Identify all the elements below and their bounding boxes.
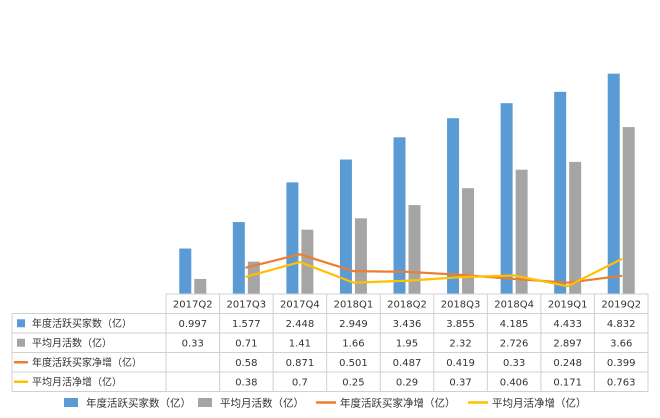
legend-label: 平均月活数（亿） xyxy=(220,397,304,410)
lines-layer xyxy=(245,253,623,288)
bar-2-2017Q2 xyxy=(194,278,207,294)
series-row-label: 平均月活净增（亿） xyxy=(32,375,122,388)
bar-2-2019Q2 xyxy=(622,127,635,294)
table-legend-key xyxy=(17,338,25,347)
line-series-1 xyxy=(245,253,623,284)
category-label: 2018Q4 xyxy=(494,299,534,310)
data-value: 0.501 xyxy=(339,358,368,369)
legend-label: 年度活跃买家净增（亿） xyxy=(340,397,456,410)
bar-2-2019Q1 xyxy=(569,161,582,294)
category-label: 2019Q1 xyxy=(548,299,588,310)
data-value: 3.436 xyxy=(393,319,422,330)
data-value: 2.726 xyxy=(500,338,529,349)
data-value: 0.33 xyxy=(503,358,525,369)
data-value: 0.71 xyxy=(235,338,257,349)
data-value: 1.577 xyxy=(232,319,261,330)
legend-label: 平均月活净增（亿） xyxy=(492,397,587,410)
bar-1-2017Q4 xyxy=(286,182,299,294)
data-value: 0.58 xyxy=(235,358,257,369)
data-value: 0.997 xyxy=(178,319,207,330)
bar-1-2017Q2 xyxy=(179,248,192,294)
data-value: 0.38 xyxy=(235,377,257,388)
data-value: 2.949 xyxy=(339,319,368,330)
data-value: 0.25 xyxy=(342,377,364,388)
legend-key xyxy=(198,398,212,407)
data-value: 0.37 xyxy=(449,377,471,388)
category-label: 2018Q1 xyxy=(334,299,374,310)
legend-key xyxy=(64,398,78,407)
data-value: 0.487 xyxy=(393,358,422,369)
data-value: 2.897 xyxy=(553,338,582,349)
series-row-label: 平均月活数（亿） xyxy=(32,336,112,349)
data-value: 3.855 xyxy=(446,319,475,330)
data-value: 1.66 xyxy=(342,338,364,349)
bar-2-2018Q3 xyxy=(462,188,475,294)
bars-layer xyxy=(179,73,635,295)
data-value: 4.433 xyxy=(553,319,582,330)
data-value: 0.33 xyxy=(182,338,204,349)
data-value: 3.66 xyxy=(610,338,632,349)
bar-2-2017Q3 xyxy=(247,261,260,294)
data-value: 2.32 xyxy=(449,338,471,349)
category-label: 2017Q3 xyxy=(226,299,266,310)
bar-1-2018Q1 xyxy=(339,159,352,294)
data-value: 0.7 xyxy=(292,377,308,388)
data-value: 0.419 xyxy=(446,358,475,369)
legend-label: 年度活跃买家数（亿） xyxy=(86,397,191,410)
bar-1-2018Q3 xyxy=(447,118,460,294)
data-table: 2017Q2 2017Q3 2017Q4 2018Q1 2018Q2 2018Q3 2018… xyxy=(11,293,649,392)
bar-1-2019Q1 xyxy=(554,91,567,295)
data-value: 1.41 xyxy=(289,338,311,349)
data-value: 2.448 xyxy=(286,319,315,330)
bar-2-2018Q4 xyxy=(515,169,528,294)
category-label: 2018Q3 xyxy=(441,299,481,310)
category-label: 2017Q2 xyxy=(173,299,213,310)
data-value: 0.399 xyxy=(607,358,636,369)
data-value: 4.185 xyxy=(500,319,529,330)
bar-2-2017Q4 xyxy=(301,229,314,294)
bar-1-2018Q2 xyxy=(393,137,406,294)
data-value: 0.248 xyxy=(553,358,582,369)
data-value: 0.29 xyxy=(396,377,418,388)
series-row-label: 年度活跃买家数（亿） xyxy=(32,317,132,330)
bar-2-2018Q1 xyxy=(354,218,367,294)
bar-1-2019Q2 xyxy=(607,73,620,294)
data-value: 0.871 xyxy=(286,358,315,369)
data-value: 0.171 xyxy=(553,377,582,388)
legend: 年度活跃买家数（亿） 平均月活数（亿） 年度活跃买家净增（亿） 平均月活净增（亿） xyxy=(64,397,587,410)
bar-1-2018Q4 xyxy=(500,103,513,294)
data-value: 0.763 xyxy=(607,377,636,388)
category-label: 2017Q4 xyxy=(280,299,320,310)
category-label: 2018Q2 xyxy=(387,299,427,310)
data-value: 0.406 xyxy=(500,377,529,388)
data-value: 1.95 xyxy=(396,338,418,349)
data-value: 4.832 xyxy=(607,319,636,330)
category-label: 2019Q2 xyxy=(601,299,641,310)
table-legend-key xyxy=(17,319,25,328)
line-series-2 xyxy=(245,258,623,288)
bar-1-2017Q3 xyxy=(232,222,245,294)
series-row-label: 年度活跃买家净增（亿） xyxy=(32,356,142,369)
